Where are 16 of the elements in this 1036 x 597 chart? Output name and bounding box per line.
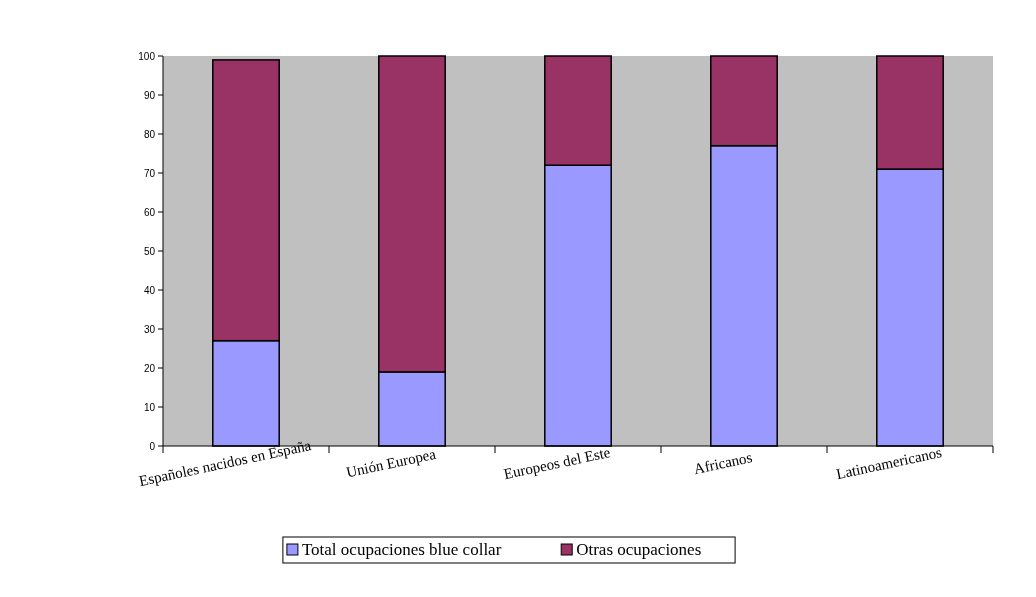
legend-label: Otras ocupaciones: [576, 540, 702, 559]
y-tick-label: 50: [143, 245, 156, 257]
x-tick-label: Europeos del Este: [502, 443, 612, 483]
x-tick-label: Unión Europea: [344, 445, 438, 481]
y-tick-label: 90: [143, 89, 156, 101]
y-tick-label: 10: [143, 401, 156, 413]
y-tick-label: 60: [143, 206, 156, 218]
y-tick-label: 80: [143, 128, 156, 140]
y-tick-label: 30: [143, 323, 156, 335]
y-tick-label: 100: [138, 50, 156, 62]
y-tick-label: 70: [143, 167, 156, 179]
y-tick-label: 20: [143, 362, 156, 374]
legend-label: Total ocupaciones blue collar: [301, 540, 502, 559]
y-tick-label: 40: [143, 284, 156, 296]
x-tick-label: Africanos: [692, 449, 754, 478]
y-tick-label: 0: [149, 440, 156, 452]
